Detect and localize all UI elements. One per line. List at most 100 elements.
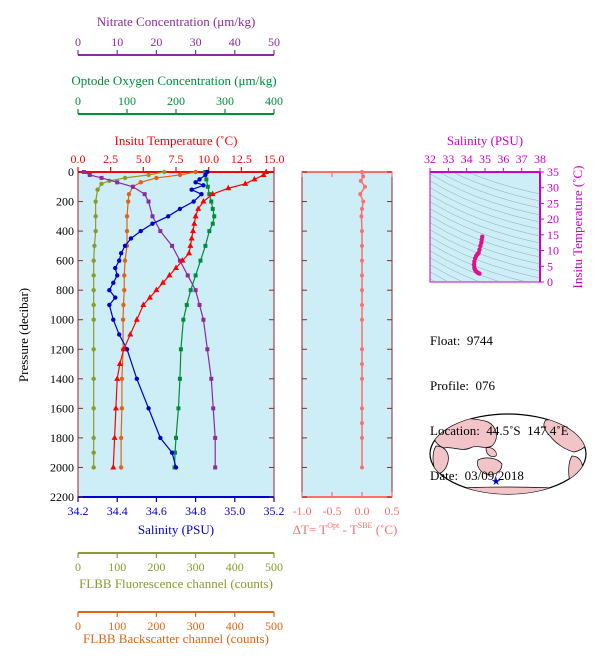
salinity-point bbox=[158, 435, 163, 441]
ts-y-tick-label: 25 bbox=[547, 196, 559, 210]
ts-x-tick-label: 32 bbox=[424, 152, 436, 166]
oxygen-point bbox=[178, 347, 183, 352]
salinity-point bbox=[203, 172, 208, 178]
oxygen-tick-label: 100 bbox=[118, 94, 136, 108]
delta-t-point bbox=[360, 302, 364, 307]
temperature-tick-label: 5.0 bbox=[136, 152, 151, 166]
delta-t-point bbox=[360, 273, 364, 278]
temperature-point bbox=[116, 360, 123, 367]
backscatter-tick-label: 0 bbox=[75, 619, 81, 633]
temperature-point bbox=[159, 279, 166, 285]
profile-plot: 0 200 400 600 800 1000 1200 1400 1600 1800 2000 220… bbox=[16, 165, 275, 504]
oxygen-tick-label: 300 bbox=[216, 94, 234, 108]
temperature-point bbox=[225, 184, 232, 191]
nitrate-point bbox=[170, 243, 175, 248]
pressure-tick-label: 2200 bbox=[50, 490, 74, 504]
temperature-point bbox=[179, 257, 186, 263]
ts-point bbox=[478, 243, 483, 249]
nitrate-profile-line bbox=[83, 171, 216, 468]
nitrate-point bbox=[115, 180, 120, 185]
map-land-africa bbox=[432, 445, 449, 474]
float-id: Float: 9744 bbox=[430, 333, 493, 348]
ts-density-contour bbox=[430, 215, 540, 258]
oxygen-point bbox=[204, 177, 209, 182]
backscatter-point bbox=[120, 317, 126, 322]
delta-t-point bbox=[360, 376, 364, 381]
temperature-tick-label: 0.0 bbox=[71, 152, 86, 166]
oxygen-point bbox=[209, 199, 214, 204]
fluorescence-point bbox=[91, 258, 96, 263]
oxygen-point bbox=[176, 406, 181, 411]
temperature-tick-label: 10.0 bbox=[198, 152, 219, 166]
ts-density-contour bbox=[440, 173, 540, 209]
oxygen-point bbox=[212, 214, 217, 219]
temperature-point bbox=[260, 171, 267, 177]
temperature-point bbox=[114, 375, 121, 381]
backscatter-point bbox=[121, 302, 126, 308]
temperature-tick-label: 12.5 bbox=[231, 152, 252, 166]
nitrate-point bbox=[213, 435, 218, 440]
delta-t-point bbox=[360, 421, 364, 426]
ts-density-contour bbox=[430, 271, 447, 281]
fluorescence-point bbox=[91, 406, 96, 411]
pressure-tick-label: 1200 bbox=[50, 342, 74, 356]
oxygen-point bbox=[207, 229, 212, 234]
delta-t-point bbox=[360, 347, 364, 352]
salinity-point bbox=[116, 258, 122, 263]
temperature-point bbox=[251, 175, 258, 182]
ts-density-contour bbox=[469, 173, 540, 195]
oxygen-point bbox=[210, 221, 215, 226]
salinity-point bbox=[173, 465, 179, 470]
profile-date: Date: 03/09/2018 bbox=[430, 468, 524, 483]
salinity-point bbox=[118, 251, 124, 256]
nitrate-tick-label: 20 bbox=[150, 35, 162, 49]
pressure-tick-label: 600 bbox=[56, 254, 74, 268]
salinity-tick-label: 34.8 bbox=[185, 504, 206, 518]
temperature-point bbox=[166, 271, 173, 278]
pressure-tick-label: 1800 bbox=[50, 431, 74, 445]
fluorescence-point bbox=[146, 172, 151, 178]
backscatter-point bbox=[119, 376, 125, 382]
fluorescence-point bbox=[91, 450, 96, 455]
ts-x-tick-label: 38 bbox=[534, 152, 546, 166]
pressure-tick-label: 1000 bbox=[50, 313, 74, 327]
salinity-point bbox=[111, 317, 116, 322]
pressure-tick-label: 200 bbox=[56, 195, 74, 209]
ts-density-contour bbox=[430, 264, 462, 281]
nitrate-axis: Nitrate Concentration (μm/kg) 0 10 20 30 40 5… bbox=[75, 14, 280, 56]
backscatter-point bbox=[119, 406, 125, 411]
nitrate-point bbox=[197, 302, 202, 307]
profile-number: Profile: 076 bbox=[430, 378, 495, 393]
salinity-point bbox=[146, 406, 151, 411]
nitrate-tick-label: 50 bbox=[268, 35, 280, 49]
temperature-point bbox=[200, 198, 207, 204]
salinity-point bbox=[107, 287, 112, 293]
oxygen-axis: Optode Oxygen Concentration (μm/kg) 0 100… bbox=[71, 73, 283, 115]
pressure-tick-label: 400 bbox=[56, 224, 74, 238]
backscatter-point bbox=[122, 258, 128, 263]
fluorescence-point bbox=[91, 302, 96, 308]
temperature-point bbox=[189, 227, 196, 234]
salinity-point bbox=[193, 180, 198, 185]
temperature-point bbox=[111, 434, 118, 440]
fluorescence-point bbox=[91, 273, 96, 278]
ts-point bbox=[477, 271, 482, 276]
salinity-point bbox=[201, 183, 206, 188]
ts-x-tick-label: 37 bbox=[516, 152, 528, 166]
temperature-point bbox=[140, 301, 147, 307]
oxygen-point bbox=[181, 317, 186, 322]
float-location-star: ★ bbox=[491, 476, 501, 488]
pressure-tick-label: 1400 bbox=[50, 372, 74, 386]
pressure-tick-label: 0 bbox=[68, 165, 74, 179]
salinity-point bbox=[169, 450, 175, 455]
temperature-tick-label: 2.5 bbox=[103, 152, 118, 166]
pressure-tick-label: 2000 bbox=[50, 460, 74, 474]
salinity-point bbox=[197, 177, 202, 182]
backscatter-point bbox=[138, 180, 143, 185]
ts-x-tick-label: 33 bbox=[442, 152, 454, 166]
temperature-point bbox=[188, 234, 195, 241]
temperature-point bbox=[153, 286, 160, 293]
salinity-point bbox=[107, 302, 112, 308]
nitrate-point bbox=[205, 347, 210, 352]
